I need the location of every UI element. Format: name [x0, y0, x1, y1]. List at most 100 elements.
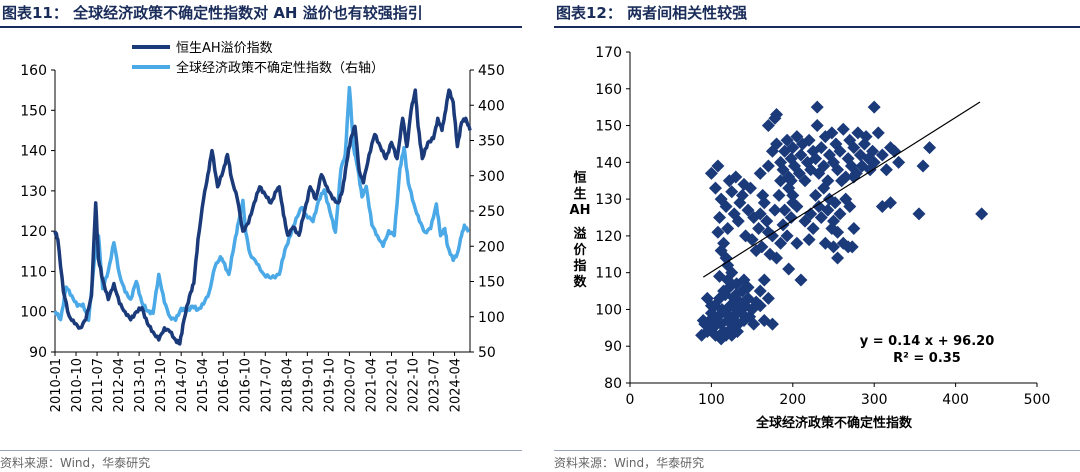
scatter-y-tick-label: 160 [595, 82, 622, 98]
scatter-x-tick-label: 0 [626, 392, 635, 408]
right-y-tick-label: 150 [478, 275, 505, 291]
scatter-point [871, 126, 885, 140]
scatter-point [855, 159, 869, 173]
scatter-point [859, 130, 873, 144]
scatter-point [790, 236, 804, 250]
scatter-point [892, 155, 906, 169]
scatter-point [695, 328, 709, 342]
scatter-point [735, 284, 749, 298]
scatter-point [776, 218, 790, 232]
x-tick-label: 2010-01 [49, 358, 64, 412]
legend-label-epu: 全球经济政策不确定性指数（右轴） [176, 60, 384, 76]
scatter-y-axis-title-char: 指 [573, 258, 586, 274]
scatter-point [714, 192, 728, 206]
scatter-point [821, 174, 835, 188]
scatter-point [804, 163, 818, 177]
left-y-axis-ticks: 90 100 110 120 130 140 150 160 [20, 63, 55, 361]
right-y-axis-ticks: 50 100 150 200 250 300 350 400 450 [470, 63, 505, 361]
left-y-tick-label: 160 [20, 63, 47, 79]
scatter-y-tick-label: 100 [595, 302, 622, 318]
scatter-point [916, 159, 930, 173]
scatter-point [784, 211, 798, 224]
epu-series-line [53, 85, 471, 323]
x-tick-label: 2018-04 [280, 358, 295, 412]
x-tick-label: 2021-04 [364, 358, 379, 412]
scatter-point [851, 126, 865, 140]
scatter-point [752, 222, 766, 236]
scatter-point [839, 192, 853, 206]
scatter-point [719, 328, 733, 342]
scatter-y-axis-title-char: 恒 [573, 170, 586, 186]
left-y-tick-label: 90 [29, 345, 47, 361]
scatter-point [841, 152, 855, 166]
scatter-y-tick-label: 120 [595, 229, 622, 245]
scatter-point [741, 203, 755, 217]
scatter-point [737, 177, 751, 191]
scatter-point [843, 133, 857, 147]
scatter-point [867, 155, 881, 169]
scatter-point [722, 174, 736, 188]
scatter-point [923, 141, 937, 155]
scatter-point [790, 130, 804, 144]
scatter-point [725, 185, 739, 199]
scatter-point [726, 310, 740, 324]
scatter-point [737, 273, 751, 287]
scatter-point [745, 233, 759, 247]
scatter-point [731, 317, 745, 331]
scatter-point [847, 141, 861, 155]
scatter-x-tick-label: 500 [1024, 392, 1051, 408]
scatter-point [721, 222, 735, 236]
scatter-point [757, 196, 771, 210]
x-axis-ticks: 2010-01 2010-10 2011-07 2012-04 2013-01 2013-… [49, 352, 464, 412]
scatter-point [741, 280, 755, 294]
scatter-point [729, 170, 743, 184]
scatter-point [730, 325, 744, 339]
right-source-note: 资料来源：Wind，华泰研究 [554, 456, 705, 470]
scatter-point [821, 203, 835, 217]
scatter-point [804, 207, 818, 221]
scatter-point [814, 141, 828, 155]
scatter-point [765, 317, 779, 331]
scatter-point [704, 166, 718, 180]
scatter-point [778, 144, 792, 158]
scatter-point [835, 174, 849, 188]
scatter-point [717, 236, 731, 250]
x-tick-label: 2019-10 [322, 358, 337, 412]
scatter-point [768, 111, 782, 125]
scatter-point [737, 313, 751, 327]
scatter-point [812, 166, 826, 180]
scatter-point [757, 313, 771, 327]
x-tick-label: 2014-07 [175, 358, 190, 412]
scatter-point [825, 222, 839, 236]
x-tick-label: 2013-01 [133, 358, 148, 412]
left-y-tick-label: 150 [20, 103, 47, 119]
scatter-point [721, 258, 735, 272]
scatter-point [809, 188, 823, 202]
scatter-point [794, 148, 808, 162]
scatter-point [727, 207, 741, 221]
scatter-y-tick-label: 90 [604, 339, 622, 355]
scatter-point [756, 188, 770, 202]
scatter-point [831, 225, 845, 239]
scatter-point [845, 240, 859, 254]
scatter-point [765, 144, 779, 158]
scatter-point [831, 163, 845, 177]
scatter-point [717, 284, 731, 298]
scatter-point [836, 236, 850, 250]
legend: 恒生AH溢价指数 全球经济政策不确定性指数（右轴） [132, 41, 384, 76]
scatter-point [796, 137, 810, 151]
scatter-point [809, 152, 823, 166]
scatter-point [760, 214, 774, 228]
scatter-point [698, 317, 712, 331]
scatter-point [753, 166, 767, 180]
scatter-point [772, 188, 786, 202]
scatter-point [792, 166, 806, 180]
r-squared-label: R² = 0.35 [893, 351, 961, 366]
scatter-point [747, 317, 761, 331]
left-y-tick-label: 120 [20, 224, 47, 240]
scatter-point [787, 159, 801, 173]
scatter-point [718, 288, 732, 302]
scatter-point [822, 192, 836, 206]
scatter-point [700, 325, 714, 339]
scatter-point [849, 166, 863, 180]
